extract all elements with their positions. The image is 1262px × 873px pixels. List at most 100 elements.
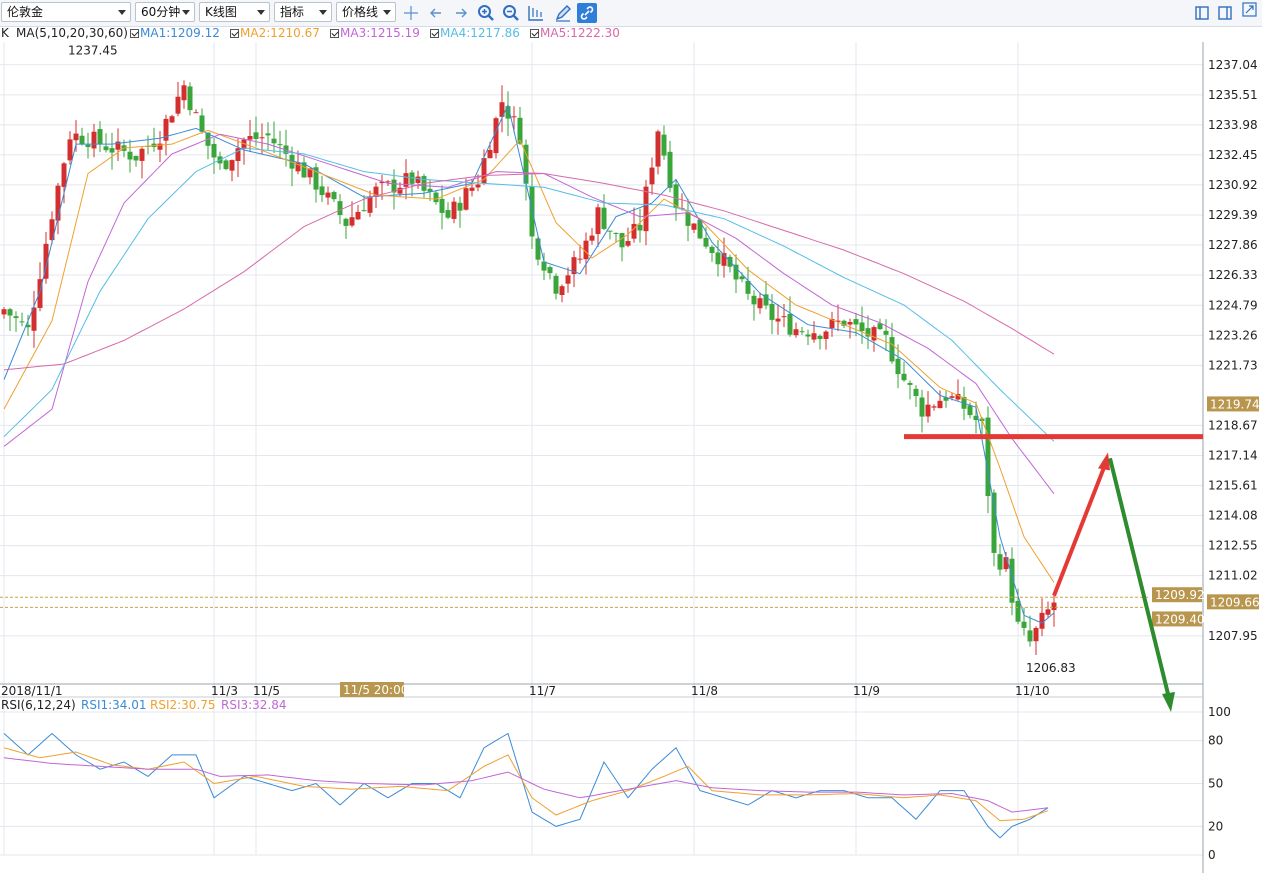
date-tick-label: 11/10: [1015, 684, 1050, 698]
rsi-line-rsi3: [3, 757, 1049, 813]
arrow-right-icon[interactable]: [451, 3, 471, 23]
candle-body: [559, 286, 565, 296]
checkbox-icon: [130, 29, 139, 38]
candle-body: [547, 267, 553, 274]
ma-line-ma4: [3, 147, 1055, 442]
ma5-legend[interactable]: MA5:1222.30: [530, 26, 620, 40]
candle-body: [373, 186, 379, 197]
candle-body: [7, 309, 13, 316]
layout-split-icon[interactable]: [1192, 3, 1212, 23]
candle-body: [439, 198, 445, 213]
layout-single-icon[interactable]: [1215, 3, 1235, 23]
candle-body: [775, 318, 781, 322]
candle-body: [73, 133, 79, 141]
candle-body: [769, 303, 775, 320]
zoom-out-icon[interactable]: [501, 3, 521, 23]
ma2-legend[interactable]: MA2:1210.67: [230, 26, 320, 40]
chevron-down-icon: [383, 10, 391, 15]
candle-body: [241, 139, 247, 149]
candle-body: [211, 143, 217, 158]
price-box-label: 1209.40: [1155, 612, 1205, 626]
candle-body: [313, 167, 319, 190]
candle-body: [319, 186, 325, 196]
link-icon[interactable]: [577, 3, 597, 23]
candle-body: [793, 329, 799, 336]
candle-body: [583, 240, 589, 260]
candle-body: [925, 404, 931, 417]
checkbox-icon: [230, 29, 239, 38]
price-box: [1152, 611, 1202, 627]
arrow-left-icon[interactable]: [426, 3, 446, 23]
chevron-down-icon: [257, 10, 265, 15]
candle-body: [907, 382, 913, 385]
indicator-select[interactable]: 指标: [274, 2, 332, 22]
crosshair-time-label: 11/5 20:00: [343, 683, 408, 697]
candle-body: [331, 192, 337, 200]
candle-body: [691, 223, 697, 230]
candle-body: [667, 151, 673, 188]
candle-body: [535, 238, 541, 260]
price-tick-label: 1218.67: [1208, 418, 1258, 432]
ma4-legend[interactable]: MA4:1217.86: [430, 26, 520, 40]
ma-line-ma2: [3, 129, 1055, 583]
candle-body: [469, 187, 475, 191]
chart-type-select[interactable]: K线图: [199, 2, 270, 22]
ma1-legend[interactable]: MA1:1209.12: [130, 26, 220, 40]
chart-toolbar: 伦敦金 60分钟 K线图 指标 价格线: [0, 0, 1262, 27]
ma3-legend[interactable]: MA3:1215.19: [330, 26, 420, 40]
candle-body: [133, 155, 139, 161]
candle-body: [709, 246, 715, 253]
symbol-select[interactable]: 伦敦金: [1, 2, 131, 22]
indicator-select-value: 指标: [280, 5, 305, 19]
candle-body: [607, 230, 613, 232]
candle-body: [475, 184, 481, 188]
date-tick-label: 11/3: [211, 684, 238, 698]
candle-body: [247, 136, 253, 140]
ma-params: MA(5,10,20,30,60): [16, 26, 128, 40]
fullscreen-icon[interactable]: [1240, 0, 1260, 20]
period-icon[interactable]: [526, 3, 546, 23]
candle-body: [253, 132, 259, 140]
price-box-label: 1209.92: [1155, 588, 1205, 602]
candle-body: [157, 143, 163, 150]
period-select[interactable]: 60分钟: [135, 2, 195, 22]
candle-body: [877, 323, 883, 330]
candle-body: [871, 327, 877, 341]
candle-body: [817, 335, 823, 340]
candle-body: [619, 233, 625, 248]
candle-body: [523, 144, 529, 184]
candle-body: [427, 188, 433, 192]
candle-body: [1, 309, 7, 315]
candle-body: [589, 235, 595, 241]
rsi-tick-label: 100: [1208, 705, 1231, 719]
candle-body: [169, 116, 175, 123]
price-line-select[interactable]: 价格线: [336, 2, 396, 22]
candle-body: [61, 163, 67, 187]
price-tick-label: 1215.61: [1208, 479, 1258, 493]
draw-pencil-icon[interactable]: [553, 3, 573, 23]
price-tick-label: 1226.33: [1208, 268, 1258, 282]
date-tick-label: 11/9: [853, 684, 880, 698]
forecast-down-arrowhead: [1162, 692, 1175, 712]
price-box: [1207, 396, 1259, 412]
candle-body: [1021, 621, 1027, 628]
crosshair-icon[interactable]: [401, 3, 421, 23]
candle-body: [841, 320, 847, 326]
candle-body: [1027, 630, 1033, 642]
candle-body: [637, 224, 643, 231]
candle-body: [181, 85, 187, 101]
candle-body: [1039, 612, 1045, 629]
candle-body: [85, 144, 91, 148]
candle-body: [661, 134, 667, 156]
candle-body: [1009, 558, 1015, 603]
zoom-in-icon[interactable]: [476, 3, 496, 23]
candle-body: [367, 196, 373, 213]
candle-body: [175, 96, 181, 114]
candle-body: [745, 280, 751, 294]
candle-body: [865, 328, 871, 337]
chevron-down-icon: [118, 10, 126, 15]
candle-body: [697, 219, 703, 239]
candle-body: [751, 295, 757, 305]
candle-body: [733, 264, 739, 280]
